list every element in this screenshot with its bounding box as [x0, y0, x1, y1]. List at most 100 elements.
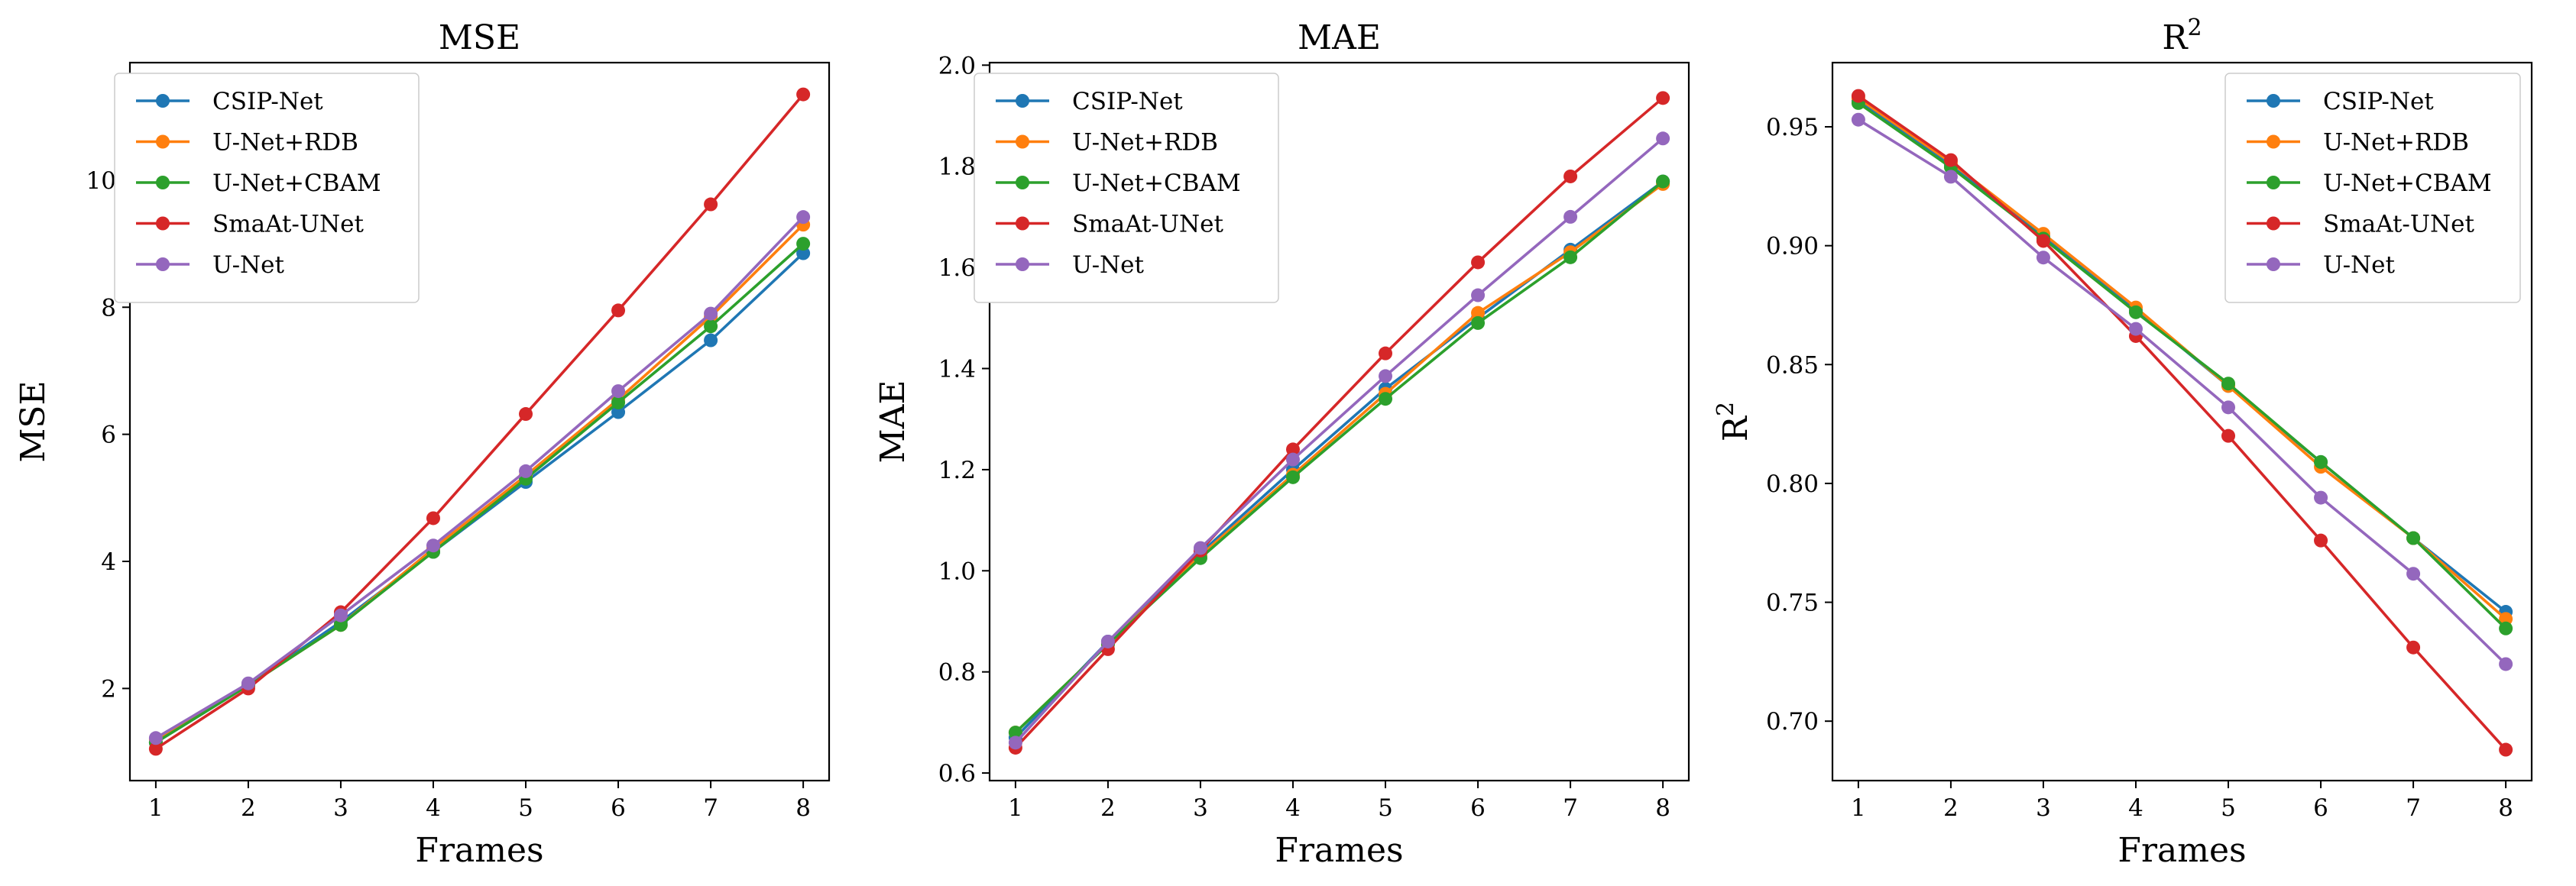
data-point: [333, 618, 348, 632]
data-point: [1285, 442, 1300, 457]
data-point: [611, 396, 626, 410]
data-point: [1379, 392, 1393, 406]
legend-marker: [1016, 134, 1029, 149]
series-line: [154, 215, 805, 739]
y-tick-label: 0.8: [938, 659, 976, 687]
legend-frame: [974, 73, 1279, 303]
legend-item: U-Net+RDB: [136, 129, 358, 157]
data-point: [796, 246, 811, 260]
y-tick-label: 2.0: [938, 52, 976, 79]
y-axis-label-text: MSE: [14, 380, 53, 462]
legend-label: U-Net: [212, 251, 285, 279]
data-point: [426, 538, 440, 553]
x-tick-label: 6: [2313, 794, 2328, 822]
chart-title-text: R: [2162, 18, 2189, 57]
legend: CSIP-Net U-Net+RDB U-Net+CBAM SmaAt-UNet U-N…: [974, 73, 1279, 303]
data-point: [426, 511, 440, 525]
data-point: [796, 210, 811, 225]
x-tick-label: 3: [2036, 794, 2051, 822]
data-point: [796, 237, 811, 251]
data-point: [1285, 470, 1300, 484]
data-point: [2499, 612, 2513, 626]
series-u-net: [1008, 131, 1670, 750]
data-point: [333, 608, 348, 622]
data-point: [2221, 428, 2236, 443]
data-point: [1563, 250, 1578, 264]
panel-1: MSE Frames MSE 1 2 3 4 5 6 7 8 2 4 6 8 10 CSIP-Net U-Net+…: [14, 18, 831, 870]
legend-item: U-Net+CBAM: [2247, 170, 2492, 197]
data-point: [796, 87, 811, 102]
x-axis-label: Frames: [415, 831, 543, 870]
legend-marker: [156, 94, 170, 108]
legend-marker: [2267, 216, 2280, 231]
data-point: [2406, 640, 2421, 655]
data-point: [2128, 305, 2143, 319]
data-point: [2406, 567, 2421, 581]
x-tick-label: 2: [1100, 794, 1116, 822]
data-point: [519, 407, 533, 422]
legend-item: CSIP-Net: [136, 88, 323, 115]
x-tick-label: 7: [703, 794, 718, 822]
series-line: [1857, 118, 2507, 665]
panel-2: MAE Frames MAE 1 2 3 4 5 6 7 8 0.6 0.8 1.0 1.2 1.4 1.6 1.…: [873, 18, 1690, 870]
x-tick-label: 6: [611, 794, 626, 822]
x-tick-label: 2: [241, 794, 256, 822]
y-tick-label: 0.85: [1766, 351, 1819, 379]
legend-item: U-Net: [2247, 251, 2396, 279]
x-tick-label: 1: [148, 794, 164, 822]
legend-marker: [1016, 257, 1029, 271]
y-tick-label: 2: [101, 675, 116, 703]
y-axis-label-superscript: 2: [1712, 402, 1739, 416]
data-point: [1563, 209, 1578, 224]
data-point: [1285, 452, 1300, 467]
data-point: [1943, 153, 1958, 167]
plot-area-frame: [1831, 61, 2533, 782]
data-point: [1100, 634, 1115, 648]
data-point: [148, 742, 163, 756]
legend-item: U-Net+RDB: [996, 129, 1218, 157]
x-tick-label: 5: [2221, 794, 2236, 822]
data-point: [2036, 234, 2050, 248]
legend-marker: [2267, 134, 2280, 149]
data-point: [2406, 531, 2421, 545]
y-tick-label: 0.90: [1766, 233, 1819, 260]
data-point: [1656, 174, 1670, 189]
data-point: [519, 464, 533, 478]
data-point: [2314, 490, 2328, 505]
series-smaat-unet: [1851, 89, 2513, 757]
x-tick-label: 5: [1378, 794, 1393, 822]
data-point: [2499, 742, 2513, 757]
legend-marker: [156, 216, 170, 231]
x-tick-label: 4: [2128, 794, 2143, 822]
y-tick-label: 0.95: [1766, 114, 1819, 141]
chart-title: MAE: [1298, 18, 1381, 57]
y-tick-label: 4: [101, 548, 116, 576]
x-tick-label: 8: [1655, 794, 1670, 822]
y-tick-label: 1.0: [938, 558, 976, 585]
y-tick-label: 1.8: [938, 154, 976, 181]
y-axis-label: MSE: [14, 380, 53, 462]
y-tick-label: 6: [101, 422, 116, 449]
series-smaat-unet: [148, 87, 811, 756]
series-u-net-cbam: [1008, 174, 1670, 740]
legend-label: U-Net+CBAM: [1072, 170, 1241, 197]
data-point: [1379, 369, 1393, 383]
legend-item: SmaAt-UNet: [2247, 211, 2474, 238]
data-point: [1851, 89, 1865, 103]
legend-label: U-Net+RDB: [212, 129, 358, 157]
series-line: [1014, 96, 1664, 749]
data-point: [148, 731, 163, 745]
legend-label: U-Net+RDB: [1072, 129, 1218, 157]
data-point: [1379, 346, 1393, 361]
legend: CSIP-Net U-Net+RDB U-Net+CBAM SmaAt-UNet U-N…: [114, 73, 420, 303]
legend-item: CSIP-Net: [996, 88, 1183, 115]
data-point: [1471, 255, 1486, 270]
legend-frame: [114, 73, 420, 303]
legend-item: U-Net+CBAM: [996, 170, 1241, 197]
y-axis-label: R2: [1712, 402, 1755, 441]
data-point: [1943, 170, 1958, 184]
legend-item: SmaAt-UNet: [136, 211, 364, 238]
legend-marker: [1016, 94, 1029, 108]
series-line: [1857, 95, 2507, 751]
